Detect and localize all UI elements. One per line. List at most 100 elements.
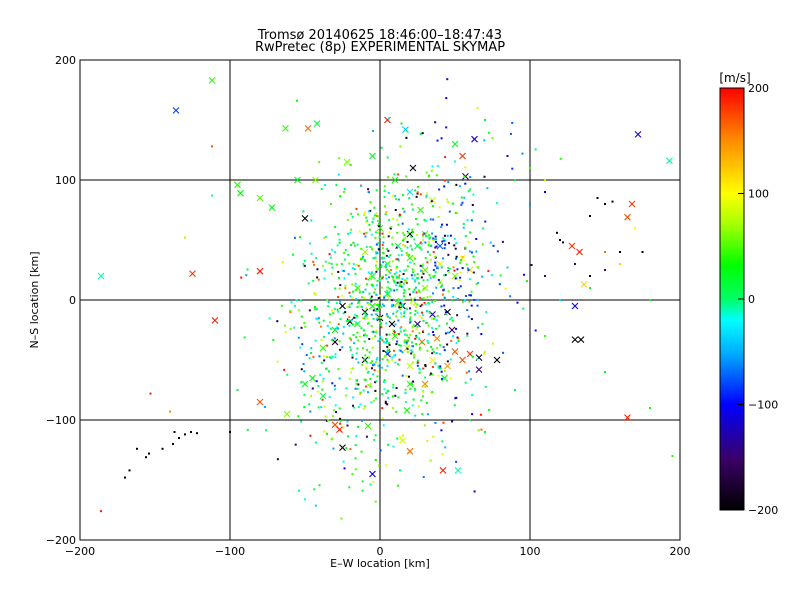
data-point-x [369, 152, 376, 160]
data-point-dot [480, 428, 483, 431]
data-point-dot [346, 306, 349, 309]
data-point-dot [574, 263, 576, 265]
data-point-dot [385, 277, 388, 280]
data-point-x [439, 467, 447, 474]
data-point-dot [374, 288, 377, 291]
data-point-dot [366, 220, 369, 223]
data-point-dot [357, 213, 360, 216]
data-point-dot [464, 166, 467, 169]
data-point-x [417, 206, 424, 214]
data-point-dot [389, 227, 392, 230]
data-point-dot [363, 259, 366, 262]
data-point-dot [351, 323, 354, 326]
data-point-dot [559, 299, 561, 301]
data-point-dot [443, 239, 446, 242]
data-point-dot [374, 389, 377, 392]
data-point-dot [438, 352, 441, 355]
data-point-dot [375, 231, 378, 234]
data-point-dot [468, 278, 471, 281]
data-point-dot [414, 387, 417, 390]
data-point-dot [426, 322, 429, 325]
data-point-dot [300, 315, 303, 318]
data-point-dot [392, 217, 395, 220]
data-point-dot [432, 317, 435, 320]
data-point-dot [455, 242, 458, 245]
data-point-dot [314, 441, 317, 444]
data-point-dot [395, 311, 398, 314]
data-point-dot [469, 231, 472, 234]
data-point-dot [303, 393, 306, 396]
data-point-dot [360, 247, 363, 250]
data-point-dot [483, 352, 486, 355]
data-point-dot [401, 303, 404, 306]
data-point-dot [446, 198, 449, 201]
data-point-dot [466, 309, 469, 312]
data-point-dot [377, 305, 380, 308]
data-point-dot [402, 273, 405, 276]
data-point-dot [419, 264, 422, 267]
data-point-dot [334, 404, 337, 407]
data-point-dot [392, 329, 395, 332]
data-point-dot [417, 282, 420, 285]
data-point-dot [383, 304, 386, 307]
data-point-dot [348, 486, 351, 489]
data-point-dot [387, 255, 390, 258]
data-point-dot [388, 333, 391, 336]
data-point-dot [432, 275, 435, 278]
data-point-dot [399, 436, 402, 439]
data-point-stroke [361, 308, 369, 316]
data-point-dot [405, 341, 408, 344]
data-point-dot [365, 314, 368, 317]
data-point-dot [161, 447, 164, 450]
data-point-stroke [439, 467, 447, 474]
data-point-dot [406, 240, 409, 243]
data-point-dot [351, 296, 354, 299]
data-point-dot [371, 248, 374, 251]
data-point-dot [404, 236, 407, 239]
data-point-dot [444, 311, 447, 314]
data-point-dot [401, 298, 404, 301]
data-point-dot [427, 324, 430, 327]
data-point-dot [413, 288, 416, 291]
data-point-dot [411, 404, 414, 407]
data-point-dot [374, 361, 377, 364]
data-point-dot [320, 406, 323, 409]
data-point-dot [321, 380, 324, 383]
data-point-dot [411, 208, 414, 211]
data-point-dot [365, 368, 368, 371]
data-point-dot [431, 352, 434, 355]
data-point-dot [423, 232, 426, 235]
data-point-dot [335, 263, 338, 266]
data-point-dot [410, 248, 413, 251]
data-point-dot [344, 311, 347, 314]
data-point-x [343, 158, 351, 166]
data-point-dot [416, 303, 419, 306]
data-point-dot [418, 348, 421, 351]
data-point-dot [369, 483, 372, 486]
data-point-dot [455, 396, 458, 399]
data-point-stroke [628, 200, 636, 208]
data-point-dot [364, 333, 367, 336]
data-point-dot [415, 195, 418, 198]
data-point-dot [425, 235, 428, 238]
data-point-dot [398, 304, 401, 307]
data-point-dot [381, 407, 384, 410]
data-point-dot [402, 295, 405, 298]
data-point-dot [382, 241, 385, 244]
data-point-dot [334, 251, 337, 254]
data-point-dot [331, 309, 334, 312]
data-point-dot [361, 316, 364, 319]
data-point-dot [428, 174, 431, 177]
data-point-stroke [406, 380, 414, 388]
data-point-dot [375, 267, 378, 270]
data-point-dot [419, 305, 422, 308]
data-point-dot [397, 258, 400, 261]
data-point-x [436, 260, 444, 268]
data-point-dot [293, 326, 296, 329]
data-point-dot [385, 322, 388, 325]
data-point-dot [309, 410, 312, 413]
data-point-dot [375, 293, 378, 296]
data-point-dot [380, 265, 383, 268]
data-point-dot [427, 243, 430, 246]
data-point-dot [454, 212, 457, 215]
